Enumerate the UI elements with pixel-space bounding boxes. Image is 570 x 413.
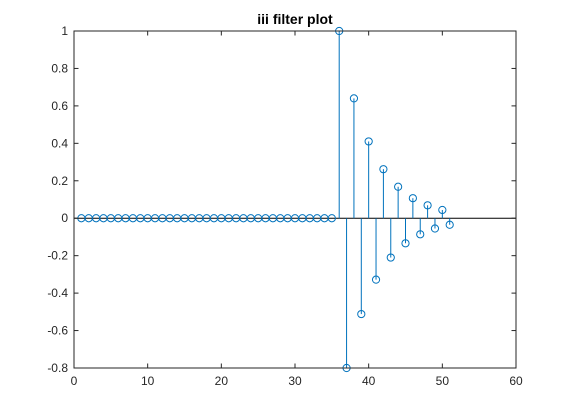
stem-marker: [371, 275, 381, 284]
stem-marker: [408, 194, 417, 203]
y-tick-label: -0.6: [47, 324, 68, 338]
stem-marker: [416, 230, 425, 239]
y-tick-label: -0.2: [47, 249, 68, 263]
x-tick-label: 30: [288, 374, 302, 388]
stem-marker: [379, 165, 388, 174]
stem-marker: [327, 214, 336, 223]
x-tick-label: 60: [509, 374, 523, 388]
stem-marker: [386, 253, 395, 262]
chart-title: iii filter plot: [257, 11, 333, 27]
y-tick-label: 1: [61, 24, 68, 38]
y-tick-label: -0.4: [47, 286, 68, 300]
x-tick-label: 40: [362, 374, 376, 388]
plot-background: [74, 31, 516, 368]
stem-marker: [438, 205, 447, 215]
stem-marker: [445, 220, 454, 229]
y-tick-label: 0.8: [51, 61, 68, 75]
y-tick-label: -0.8: [47, 361, 68, 375]
stem-marker: [349, 94, 359, 103]
x-tick-label: 10: [141, 374, 155, 388]
x-tick-label: 20: [215, 374, 229, 388]
y-tick-label: 0.4: [51, 136, 68, 150]
stem-marker: [401, 239, 410, 248]
x-tick-label: 50: [436, 374, 450, 388]
y-tick-label: 0: [61, 211, 68, 225]
stem-marker: [364, 137, 373, 146]
stem-marker: [430, 224, 440, 233]
stem-marker: [357, 309, 366, 319]
stem-marker: [394, 182, 403, 191]
y-tick-label: 0.6: [51, 99, 68, 113]
y-tick-label: 0.2: [51, 174, 68, 188]
stem-marker: [423, 201, 432, 210]
x-tick-label: 0: [71, 374, 78, 388]
